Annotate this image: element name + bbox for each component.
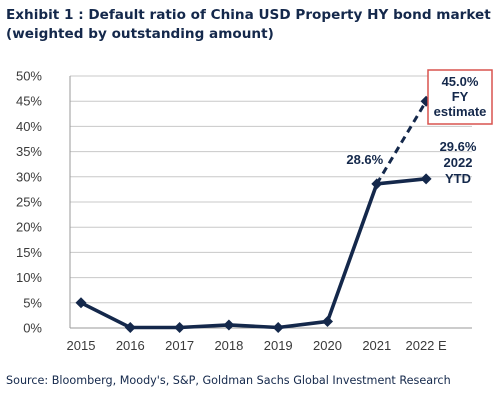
estimate-dashed-line — [375, 100, 428, 185]
data-markers — [75, 95, 432, 333]
data-point — [223, 319, 235, 331]
data-point — [322, 315, 333, 327]
estimate-label: FY — [452, 89, 469, 104]
ytd-label: 29.6% — [440, 139, 477, 154]
data-point — [420, 173, 432, 185]
gridlines — [70, 75, 472, 304]
ytd-label: YTD — [445, 171, 471, 186]
x-tick-label: 2019 — [264, 338, 293, 353]
x-tick-label: 2017 — [165, 338, 194, 353]
chart-title: Exhibit 1 : Default ratio of China USD P… — [6, 7, 491, 42]
data-point — [75, 297, 87, 309]
y-tick-label: 35% — [16, 144, 42, 159]
data-point — [124, 321, 136, 333]
series-line — [80, 177, 427, 330]
y-tick-label: 5% — [23, 295, 42, 310]
x-tick-label: 2020 — [313, 338, 342, 353]
y-tick-label: 0% — [23, 321, 42, 336]
ytd-label: 2022 — [444, 155, 473, 170]
y-tick-label: 20% — [16, 220, 42, 235]
x-tick-label: 2021 — [362, 338, 391, 353]
x-tick-label: 2015 — [67, 338, 96, 353]
y-tick-label: 50% — [16, 69, 42, 84]
y-tick-label: 25% — [16, 195, 42, 210]
estimate-box — [427, 69, 493, 125]
x-tick-label: 2018 — [214, 338, 243, 353]
data-point — [272, 321, 284, 333]
annotation-2021: 28.6% — [346, 152, 383, 167]
y-tick-label: 10% — [16, 270, 42, 285]
y-tick-label: 30% — [16, 169, 42, 184]
x-tick-label: 2016 — [116, 338, 145, 353]
y-tick-label: 15% — [16, 245, 42, 260]
source-note: Source: Bloomberg, Moody's, S&P, Goldman… — [6, 374, 451, 387]
y-tick-label: 40% — [16, 119, 42, 134]
data-point — [174, 321, 186, 333]
estimate-label: estimate — [434, 104, 487, 119]
estimate-label: 45.0% — [442, 74, 479, 89]
data-point — [371, 178, 383, 190]
series-lines — [80, 100, 428, 330]
y-tick-label: 45% — [16, 94, 42, 109]
x-tick-label: 2022 E — [405, 338, 447, 353]
tick-labels: 0% 5% 10% 15% 20% 25% 30% 35% 40% 45% 50% 2015 2016 2… — [16, 69, 447, 354]
